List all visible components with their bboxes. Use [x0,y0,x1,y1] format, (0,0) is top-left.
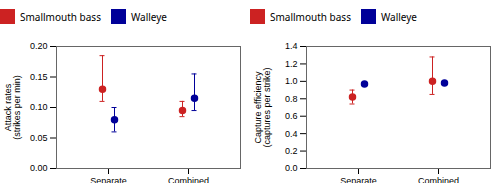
svg-text:Capture efficiency(captures pe: Capture efficiency(captures per strike) [253,67,272,147]
svg-text:Separate: Separate [340,176,377,183]
html-text:Walleye: Walleye [380,9,417,24]
svg-text:1.0: 1.0 [285,76,298,86]
svg-text:0.20: 0.20 [30,41,48,51]
svg-text:0.4: 0.4 [285,129,298,139]
html-text:Walleye: Walleye [130,9,167,24]
svg-text:Combined: Combined [418,176,459,183]
svg-text:1.2: 1.2 [285,59,298,69]
html-text:Smallmouth bass: Smallmouth bass [20,9,101,24]
svg-text:0.05: 0.05 [30,133,48,143]
svg-text:0.15: 0.15 [30,72,48,82]
svg-text:Attack rates(strikes per min): Attack rates(strikes per min) [3,75,22,140]
svg-text:0.0: 0.0 [285,163,298,173]
svg-text:0.2: 0.2 [285,146,298,156]
svg-text:0.6: 0.6 [285,111,298,121]
html-text:Smallmouth bass: Smallmouth bass [270,9,351,24]
svg-text:0.10: 0.10 [30,102,48,112]
svg-text:Separate: Separate [90,176,127,183]
svg-text:1.4: 1.4 [285,41,298,51]
svg-text:Combined: Combined [168,176,209,183]
svg-text:0.8: 0.8 [285,94,298,104]
svg-text:0.00: 0.00 [30,163,48,173]
